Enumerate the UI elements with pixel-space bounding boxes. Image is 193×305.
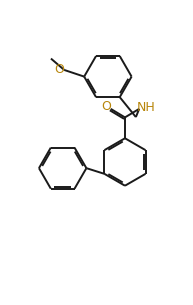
Text: O: O: [54, 63, 64, 76]
Text: NH: NH: [137, 101, 156, 114]
Text: O: O: [102, 100, 112, 113]
